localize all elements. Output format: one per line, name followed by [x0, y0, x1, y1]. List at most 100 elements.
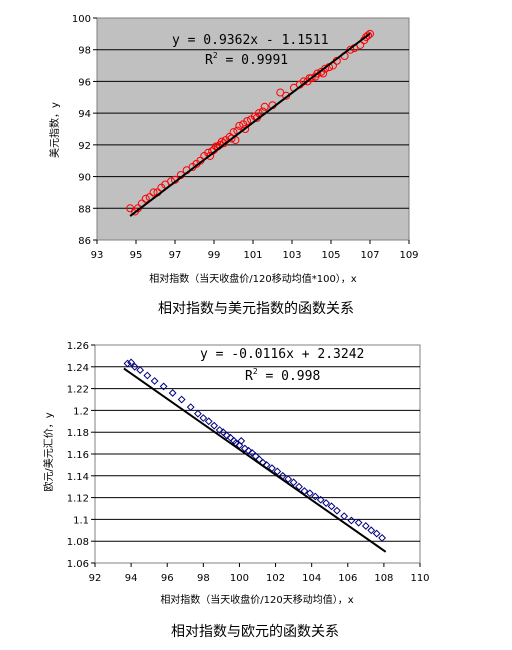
y-tick-label-usd: 86 — [78, 236, 91, 247]
y-tick-label-eur: 1.08 — [67, 537, 89, 548]
data-point-eur — [177, 395, 186, 404]
y-tick-label-eur: 1.14 — [67, 472, 89, 483]
data-point-eur — [367, 526, 376, 535]
data-point-eur — [305, 489, 314, 498]
y-tick-label-eur: 1.22 — [67, 385, 89, 396]
y-tick-label-eur: 1.06 — [67, 559, 89, 570]
data-point-usd — [364, 31, 373, 40]
data-point-eur — [143, 371, 152, 380]
data-point-usd — [366, 29, 374, 38]
data-point-eur — [327, 502, 336, 511]
y-tick-label-usd: 90 — [78, 173, 91, 184]
data-point-usd — [254, 109, 263, 118]
x-tick-label-eur: 98 — [197, 573, 210, 584]
data-point-usd — [313, 69, 322, 78]
y-tick-label-eur: 1.2 — [73, 406, 89, 417]
x-axis-label-usd: 相对指数（当天收盘价/120移动均值*100），x — [149, 272, 357, 285]
data-point-eur — [289, 478, 298, 487]
x-tick-labels-usd: 93 95 97 99 101 103 105 107 109 — [91, 240, 419, 261]
data-point-eur — [244, 446, 253, 455]
data-point-eur — [199, 414, 208, 422]
y-tick-label-usd: 100 — [72, 14, 91, 25]
y-tick-label-usd: 98 — [78, 46, 91, 57]
x-tick-label-eur: 110 — [410, 573, 429, 584]
data-point-usd — [241, 125, 250, 133]
x-tick-labels-eur: 92 94 96 98 100 102 104 106 108 110 — [89, 563, 430, 584]
y-tick-label-eur: 1.1 — [73, 515, 89, 526]
data-point-eur — [123, 359, 132, 368]
data-point-eur — [186, 403, 195, 412]
caption-usd: 相对指数与美元指数的函数关系 — [158, 301, 354, 317]
data-point-eur — [159, 382, 168, 391]
y-tick-label-usd: 94 — [78, 109, 91, 120]
x-tick-label-eur: 92 — [89, 573, 102, 584]
data-point-eur — [311, 492, 320, 501]
data-point-eur — [222, 431, 231, 440]
data-point-eur — [168, 389, 177, 397]
trendline-usd — [129, 32, 371, 217]
data-point-usd — [260, 102, 269, 111]
data-point-eur — [340, 512, 349, 521]
data-point-eur — [210, 421, 219, 430]
x-tick-label-eur: 104 — [302, 573, 321, 584]
x-tick-label-eur: 94 — [125, 573, 138, 584]
data-point-usd — [346, 45, 355, 54]
data-point-eur — [322, 499, 331, 507]
x-tick-label-usd: 99 — [208, 250, 221, 261]
y-tick-labels-eur: 1.06 1.08 1.1 1.12 1.14 1.16 1.18 1.2 1.22 1.24 1.… — [67, 341, 95, 570]
x-tick-label-usd: 101 — [243, 250, 262, 261]
data-point-eur — [316, 495, 325, 504]
trendline-eur — [123, 367, 387, 553]
y-tick-label-usd: 96 — [78, 77, 91, 88]
data-point-usd — [141, 194, 150, 203]
data-point-eur — [295, 482, 303, 491]
x-tick-label-usd: 97 — [169, 250, 182, 261]
y-tick-label-eur: 1.18 — [67, 428, 89, 439]
data-point-usd — [305, 74, 314, 83]
x-tick-label-usd: 109 — [399, 250, 418, 261]
y-tick-labels-usd: 86 88 90 92 94 96 98 100 — [72, 14, 97, 247]
x-tick-label-eur: 100 — [230, 573, 249, 584]
data-point-eur — [333, 506, 341, 515]
data-point-usd — [243, 117, 252, 126]
data-point-usd — [149, 188, 158, 197]
x-tick-label-usd: 105 — [321, 250, 340, 261]
data-point-eur — [273, 467, 282, 476]
y-tick-label-eur: 1.16 — [67, 450, 89, 461]
data-point-usd — [321, 64, 330, 73]
y-axis-label-usd: 美元指数，y — [48, 102, 61, 158]
data-point-eur — [215, 426, 224, 434]
data-point-eur — [372, 529, 381, 538]
data-point-eur — [284, 475, 293, 483]
x-axis-label-eur: 相对指数（当天收盘价/120天移动均值），x — [160, 593, 353, 606]
chart-usd-index: 86 88 90 92 94 96 98 100 93 95 97 99 101 103 105 107 10… — [48, 14, 419, 317]
x-tick-label-eur: 96 — [161, 573, 174, 584]
data-point-eur — [361, 522, 370, 530]
data-point-eur — [354, 518, 363, 527]
data-point-eur — [237, 437, 246, 445]
x-tick-label-eur: 108 — [374, 573, 393, 584]
chart-eur-usd: 1.06 1.08 1.1 1.12 1.14 1.16 1.18 1.2 1.22 1.24 1.… — [42, 341, 430, 640]
y-axis-label-eur: 欧元/美元汇价，y — [42, 412, 55, 491]
r2-eur: R2 = 0.998 — [245, 367, 320, 384]
data-point-eur — [240, 444, 249, 453]
x-tick-label-usd: 107 — [360, 250, 379, 261]
data-points-eur — [123, 358, 386, 542]
equation-usd: y = 0.9362x - 1.1511 — [172, 33, 329, 48]
data-point-eur — [204, 417, 213, 426]
data-point-usd — [206, 151, 215, 160]
data-point-eur — [136, 366, 145, 374]
y-tick-label-usd: 92 — [78, 141, 91, 152]
data-point-eur — [194, 409, 202, 418]
x-tick-label-usd: 95 — [130, 250, 143, 261]
y-tick-label-eur: 1.12 — [67, 494, 89, 505]
data-point-usd — [307, 74, 316, 83]
x-tick-label-usd: 103 — [282, 250, 301, 261]
data-point-eur — [150, 377, 159, 385]
y-tick-label-eur: 1.24 — [67, 363, 89, 374]
y-tick-label-usd: 88 — [78, 204, 91, 215]
gridlines-usd — [97, 49, 409, 209]
x-tick-label-eur: 102 — [266, 573, 285, 584]
x-tick-label-usd: 93 — [91, 250, 104, 261]
